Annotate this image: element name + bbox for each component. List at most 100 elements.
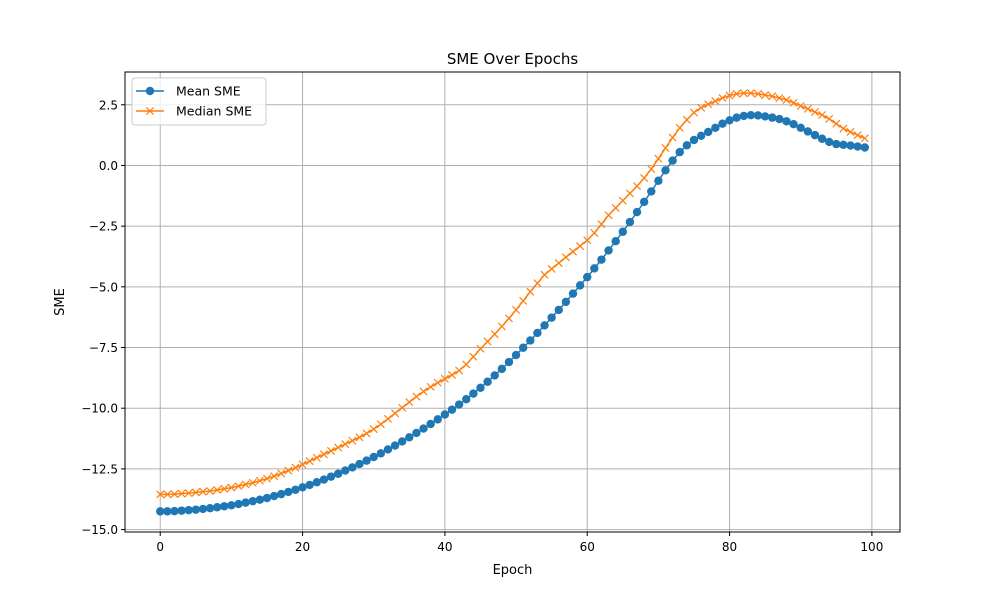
data-point	[383, 414, 392, 423]
data-point	[561, 253, 570, 262]
data-point	[455, 366, 464, 375]
data-point	[497, 322, 506, 331]
data-point	[319, 475, 329, 484]
data-point	[333, 469, 343, 478]
data-point	[369, 425, 378, 434]
data-point	[248, 496, 257, 506]
data-point	[319, 450, 328, 459]
data-point	[255, 495, 265, 504]
data-point	[440, 410, 450, 419]
data-point	[753, 89, 763, 98]
data-point	[597, 220, 606, 229]
data-point	[846, 141, 855, 150]
data-point	[234, 482, 243, 491]
legend-label-mean-sme: Mean SME	[176, 84, 241, 99]
data-point	[497, 364, 507, 374]
data-point	[796, 101, 805, 111]
series-mean-sme	[156, 111, 869, 516]
data-point	[782, 95, 791, 104]
data-point	[554, 305, 563, 315]
data-point	[483, 337, 492, 346]
y-tick-label: −10.0	[81, 402, 118, 416]
data-point	[412, 428, 421, 438]
data-point	[419, 387, 428, 396]
data-point	[689, 135, 699, 145]
data-point	[633, 182, 642, 191]
data-point	[277, 469, 286, 478]
legend-box	[131, 77, 267, 126]
data-point	[241, 480, 250, 489]
data-point	[618, 196, 627, 205]
data-point	[704, 100, 713, 109]
data-point	[668, 133, 677, 142]
data-point	[825, 114, 834, 123]
data-point	[205, 504, 215, 513]
data-point	[376, 420, 385, 429]
data-point	[533, 279, 542, 288]
data-point	[447, 370, 457, 379]
data-point	[312, 453, 321, 462]
data-point	[170, 506, 179, 516]
data-point	[689, 108, 698, 117]
x-tick-label: 0	[156, 540, 164, 554]
data-point	[341, 440, 350, 449]
data-point	[839, 124, 848, 133]
data-point	[846, 127, 855, 136]
data-point	[170, 490, 179, 499]
legend-marker-mean-sme	[145, 86, 155, 96]
data-point	[248, 478, 257, 487]
data-point	[348, 436, 357, 445]
data-point	[476, 344, 485, 353]
data-point	[668, 156, 677, 165]
data-point	[334, 443, 343, 452]
data-point	[191, 505, 201, 514]
data-point	[284, 487, 293, 497]
data-point	[269, 491, 279, 501]
data-point	[390, 441, 400, 450]
data-point	[654, 176, 663, 185]
x-tick-label: 60	[580, 540, 595, 554]
data-point	[469, 352, 478, 361]
x-tick-label: 80	[722, 540, 737, 554]
data-point	[462, 360, 471, 369]
data-point	[298, 483, 307, 492]
data-point	[241, 498, 250, 507]
data-point	[583, 236, 592, 245]
data-point	[739, 89, 748, 98]
data-point	[305, 480, 314, 490]
y-tick-label: −7.5	[89, 341, 118, 355]
data-point	[213, 485, 222, 495]
data-point	[511, 350, 521, 360]
data-point	[775, 93, 784, 102]
data-point	[362, 429, 371, 438]
data-point	[746, 89, 755, 98]
data-point	[810, 108, 819, 117]
legend-label-median-sme: Median SME	[176, 104, 252, 119]
data-point	[156, 507, 165, 516]
data-point	[540, 321, 549, 330]
data-point	[198, 487, 207, 496]
data-point	[547, 313, 556, 322]
data-point	[398, 403, 407, 412]
data-point	[597, 255, 606, 264]
data-point	[718, 119, 727, 128]
data-point	[697, 103, 706, 112]
data-point	[675, 147, 684, 157]
data-point	[198, 504, 208, 514]
data-point	[526, 287, 535, 296]
y-tick-label: −5.0	[89, 280, 118, 294]
data-point	[512, 305, 521, 314]
y-tick-label: −15.0	[81, 523, 118, 537]
data-point	[220, 484, 229, 493]
data-point	[647, 165, 656, 174]
data-point	[262, 493, 272, 503]
data-point	[561, 297, 571, 307]
data-point	[768, 113, 777, 122]
data-point	[625, 217, 635, 227]
data-point	[789, 119, 798, 129]
data-point	[768, 92, 777, 101]
x-tick-label: 100	[860, 540, 883, 554]
legend: Mean SME Median SME	[131, 77, 267, 126]
data-point	[796, 123, 805, 133]
data-point	[206, 486, 215, 496]
